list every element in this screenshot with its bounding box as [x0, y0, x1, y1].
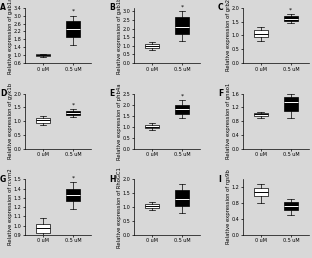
Text: H: H: [109, 175, 115, 184]
Text: I: I: [218, 175, 221, 184]
PathPatch shape: [66, 111, 80, 115]
PathPatch shape: [254, 188, 268, 196]
Y-axis label: Relative expression of rgs9b: Relative expression of rgs9b: [226, 170, 231, 245]
PathPatch shape: [36, 224, 50, 233]
Text: D: D: [0, 89, 6, 98]
Y-axis label: Relative expression of rcvrn2: Relative expression of rcvrn2: [8, 169, 13, 245]
Y-axis label: Relative expression of gnao1: Relative expression of gnao1: [226, 83, 231, 159]
Y-axis label: Relative expression of gab1b: Relative expression of gab1b: [117, 0, 122, 74]
Text: A: A: [0, 3, 6, 12]
Y-axis label: Relative expression of phb4a: Relative expression of phb4a: [117, 83, 122, 159]
Text: F: F: [218, 89, 223, 98]
PathPatch shape: [36, 54, 50, 56]
Y-axis label: Relative expression of RhoGC1: Relative expression of RhoGC1: [117, 167, 122, 247]
PathPatch shape: [36, 118, 50, 123]
Text: B: B: [109, 3, 115, 12]
Text: E: E: [109, 89, 114, 98]
PathPatch shape: [66, 21, 80, 37]
Text: *: *: [71, 9, 75, 14]
PathPatch shape: [284, 97, 298, 111]
PathPatch shape: [175, 105, 189, 114]
PathPatch shape: [175, 17, 189, 34]
Y-axis label: Relative expression of gyk1b: Relative expression of gyk1b: [8, 83, 13, 159]
PathPatch shape: [284, 202, 298, 210]
Text: *: *: [289, 7, 292, 12]
Y-axis label: Relative expression of grb2: Relative expression of grb2: [226, 0, 231, 71]
PathPatch shape: [145, 125, 159, 128]
PathPatch shape: [66, 189, 80, 201]
Text: *: *: [180, 5, 183, 10]
Text: G: G: [0, 175, 6, 184]
PathPatch shape: [254, 113, 268, 116]
Text: *: *: [180, 94, 183, 99]
PathPatch shape: [145, 204, 159, 208]
PathPatch shape: [175, 190, 189, 206]
Text: *: *: [71, 102, 75, 107]
PathPatch shape: [254, 30, 268, 37]
Y-axis label: Relative expression of gab1a: Relative expression of gab1a: [8, 0, 13, 74]
Text: C: C: [218, 3, 223, 12]
PathPatch shape: [145, 44, 159, 48]
PathPatch shape: [284, 16, 298, 21]
Text: *: *: [71, 175, 75, 181]
